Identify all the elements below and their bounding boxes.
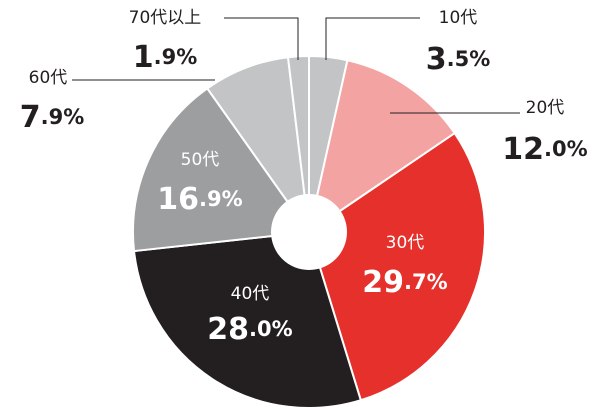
slice-value: 7.9% — [20, 100, 85, 135]
value-frac: .9% — [41, 105, 85, 129]
value-frac: .7% — [404, 270, 448, 294]
value-int: 29 — [362, 265, 404, 300]
leader-line — [224, 17, 299, 60]
slice-name: 40代 — [231, 284, 270, 304]
slice-value: 29.7% — [362, 265, 447, 300]
slice-value: 28.0% — [207, 312, 292, 347]
value-int: 16 — [157, 182, 199, 217]
value-int: 7 — [20, 100, 41, 135]
value-frac: .0% — [249, 317, 293, 341]
value-int: 28 — [207, 312, 249, 347]
value-int: 1 — [133, 40, 154, 75]
slice-name: 70代以上 — [129, 8, 202, 28]
slice-value: 3.5% — [426, 42, 491, 77]
value-frac: .5% — [447, 47, 491, 71]
value-frac: .9% — [154, 45, 198, 69]
pie-slice — [132, 230, 363, 409]
slice-name: 10代 — [439, 8, 478, 28]
donut-hole — [271, 194, 347, 270]
slice-name: 60代 — [29, 68, 68, 88]
slice-name: 30代 — [386, 233, 425, 253]
value-int: 3 — [426, 42, 447, 77]
pie-slice — [132, 86, 311, 253]
slice-name: 50代 — [181, 150, 220, 170]
slice-name: 20代 — [526, 98, 565, 118]
value-frac: .9% — [199, 187, 243, 211]
value-frac: .0% — [544, 137, 588, 161]
slice-value: 16.9% — [157, 182, 242, 217]
slice-value: 12.0% — [502, 132, 587, 167]
pie-slice — [307, 131, 486, 402]
pie-slice — [307, 59, 457, 235]
slice-value: 1.9% — [133, 40, 198, 75]
value-int: 12 — [502, 132, 544, 167]
leader-line — [325, 17, 420, 60]
